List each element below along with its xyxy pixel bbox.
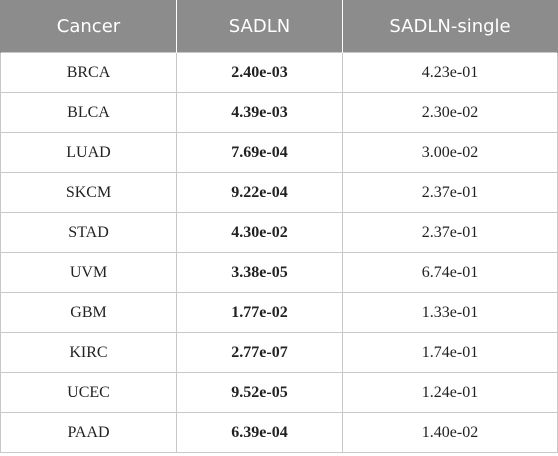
cell-sadln: 3.38e-05 [176,252,343,293]
cell-cancer: BLCA [0,92,177,133]
cell-sadln-single: 1.40e-02 [342,412,558,453]
cell-sadln-single: 1.74e-01 [342,332,558,373]
cell-cancer: LUAD [0,132,177,173]
cell-sadln: 4.30e-02 [176,212,343,253]
cell-sadln-single: 3.00e-02 [342,132,558,173]
header-sadln: SADLN [176,0,343,53]
table-row: GBM 1.77e-02 1.33e-01 [0,292,558,333]
table-row: STAD 4.30e-02 2.37e-01 [0,212,558,253]
cell-cancer: KIRC [0,332,177,373]
cell-sadln: 1.77e-02 [176,292,343,333]
cell-cancer: PAAD [0,412,177,453]
table-row: KIRC 2.77e-07 1.74e-01 [0,332,558,373]
header-row: Cancer SADLN SADLN-single [0,0,558,53]
table-header: Cancer SADLN SADLN-single [0,0,558,53]
header-sadln-single: SADLN-single [342,0,558,53]
table-row: SKCM 9.22e-04 2.37e-01 [0,172,558,213]
cell-cancer: UVM [0,252,177,293]
cell-sadln: 9.22e-04 [176,172,343,213]
cell-sadln-single: 2.37e-01 [342,172,558,213]
cell-sadln-single: 1.24e-01 [342,372,558,413]
cell-sadln-single: 1.33e-01 [342,292,558,333]
cell-sadln: 9.52e-05 [176,372,343,413]
cell-cancer: STAD [0,212,177,253]
table-row: BLCA 4.39e-03 2.30e-02 [0,92,558,133]
table-row: UCEC 9.52e-05 1.24e-01 [0,372,558,413]
cell-sadln-single: 2.30e-02 [342,92,558,133]
table-row: BRCA 2.40e-03 4.23e-01 [0,52,558,93]
table-row: UVM 3.38e-05 6.74e-01 [0,252,558,293]
cell-sadln: 7.69e-04 [176,132,343,173]
table-body: BRCA 2.40e-03 4.23e-01 BLCA 4.39e-03 2.3… [0,52,558,453]
cell-sadln-single: 4.23e-01 [342,52,558,93]
cell-sadln-single: 6.74e-01 [342,252,558,293]
header-cancer: Cancer [0,0,177,53]
table-row: LUAD 7.69e-04 3.00e-02 [0,132,558,173]
cell-sadln: 2.40e-03 [176,52,343,93]
cell-cancer: SKCM [0,172,177,213]
cell-sadln-single: 2.37e-01 [342,212,558,253]
cell-cancer: BRCA [0,52,177,93]
cell-sadln: 6.39e-04 [176,412,343,453]
cell-sadln: 4.39e-03 [176,92,343,133]
cell-cancer: GBM [0,292,177,333]
cell-sadln: 2.77e-07 [176,332,343,373]
cell-cancer: UCEC [0,372,177,413]
table-row: PAAD 6.39e-04 1.40e-02 [0,412,558,453]
